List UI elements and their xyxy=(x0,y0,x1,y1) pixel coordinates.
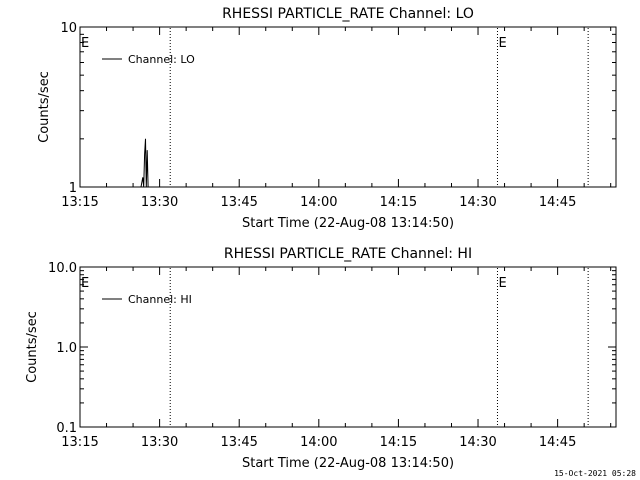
y-tick-label: 1.0 xyxy=(56,341,77,356)
y-tick-label: 0.1 xyxy=(56,421,77,436)
legend-entry: Channel: HI xyxy=(128,293,192,306)
x-tick-label: 13:15 xyxy=(61,195,98,210)
x-axis-label: Start Time (22-Aug-08 13:14:50) xyxy=(242,456,454,471)
chart-title: RHESSI PARTICLE_RATE Channel: LO xyxy=(222,6,474,22)
x-tick-label: 14:15 xyxy=(380,435,417,450)
event-marker-label: E xyxy=(498,36,506,51)
x-tick-label: 13:30 xyxy=(141,435,178,450)
x-tick-label: 14:00 xyxy=(300,435,337,450)
x-tick-label: 14:00 xyxy=(300,195,337,210)
x-tick-label: 13:30 xyxy=(141,195,178,210)
plot-frame xyxy=(79,26,617,188)
y-axis-label: Counts/sec xyxy=(37,71,52,143)
y-tick-label: 10.0 xyxy=(48,261,77,276)
x-tick-label: 14:30 xyxy=(459,435,496,450)
x-axis-label: Start Time (22-Aug-08 13:14:50) xyxy=(242,216,454,231)
x-tick-label: 14:15 xyxy=(380,195,417,210)
x-tick-label: 14:45 xyxy=(539,435,576,450)
edge-marker-label: E xyxy=(81,36,89,51)
y-axis-label: Counts/sec xyxy=(25,311,40,383)
x-tick-label: 14:30 xyxy=(459,195,496,210)
x-tick-label: 13:45 xyxy=(220,195,257,210)
chart-title: RHESSI PARTICLE_RATE Channel: HI xyxy=(224,246,472,262)
x-tick-label: 14:45 xyxy=(539,195,576,210)
plot-frame xyxy=(79,266,617,428)
y-tick-label: 10 xyxy=(60,21,77,36)
event-marker-label: E xyxy=(498,276,506,291)
edge-marker-label: E xyxy=(81,276,89,291)
footer-timestamp: 15-Oct-2021 05:28 xyxy=(554,469,636,478)
series-line xyxy=(140,138,149,188)
x-tick-label: 13:45 xyxy=(220,435,257,450)
x-tick-label: 13:15 xyxy=(61,435,98,450)
legend-entry: Channel: LO xyxy=(128,53,195,66)
panel-lo: RHESSI PARTICLE_RATE Channel: LO 13:15 13:… xyxy=(37,6,617,231)
y-tick-label: 1 xyxy=(69,181,77,196)
panel-hi: RHESSI PARTICLE_RATE Channel: HI 13:15 13:… xyxy=(25,246,617,471)
